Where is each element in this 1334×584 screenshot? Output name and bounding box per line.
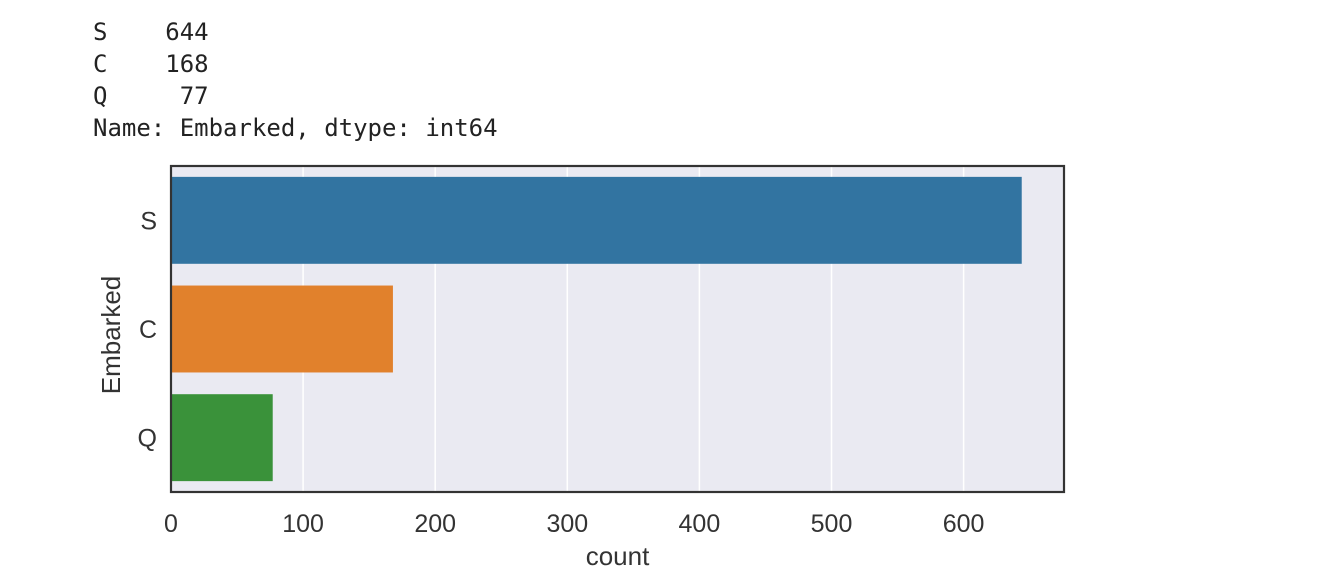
y-axis-label: Embarked — [96, 276, 126, 395]
plot-frame — [169, 164, 1066, 494]
y-tick-label: S — [140, 207, 157, 235]
bar-s — [171, 176, 1022, 264]
value-count-number: 644 — [165, 18, 209, 46]
bar-q — [171, 394, 273, 482]
x-tick-label: 400 — [679, 510, 721, 538]
series-info-line: Name: Embarked, dtype: int64 — [93, 114, 498, 142]
y-tick-label: Q — [138, 425, 157, 453]
bars — [171, 176, 1022, 482]
value-count-number: 168 — [165, 50, 209, 78]
x-tick-label: 300 — [546, 510, 588, 538]
value-count-key: Q — [93, 82, 108, 110]
x-axis-label: count — [586, 541, 650, 571]
value-count-key: S — [93, 18, 108, 46]
value-count-line-c: C 168 — [93, 48, 498, 80]
x-tick-label: 600 — [943, 510, 985, 538]
value-count-number: 77 — [165, 82, 209, 110]
x-tick-labels: 0 100 200 300 400 500 600 — [164, 510, 984, 538]
x-tick-label: 100 — [282, 510, 324, 538]
y-tick-labels: S C Q — [138, 207, 157, 452]
bar-c — [171, 285, 393, 373]
value-count-line-q: Q 77 — [93, 80, 498, 112]
value-count-key: C — [93, 50, 108, 78]
value-count-line-s: S 644 — [93, 16, 498, 48]
x-tick-label: 200 — [414, 510, 456, 538]
y-tick-label: C — [139, 316, 157, 344]
x-tick-label: 500 — [811, 510, 853, 538]
x-tick-label: 0 — [164, 510, 178, 538]
console-output: S 644 C 168 Q 77 Name: Embarked, dtype: … — [93, 16, 498, 144]
